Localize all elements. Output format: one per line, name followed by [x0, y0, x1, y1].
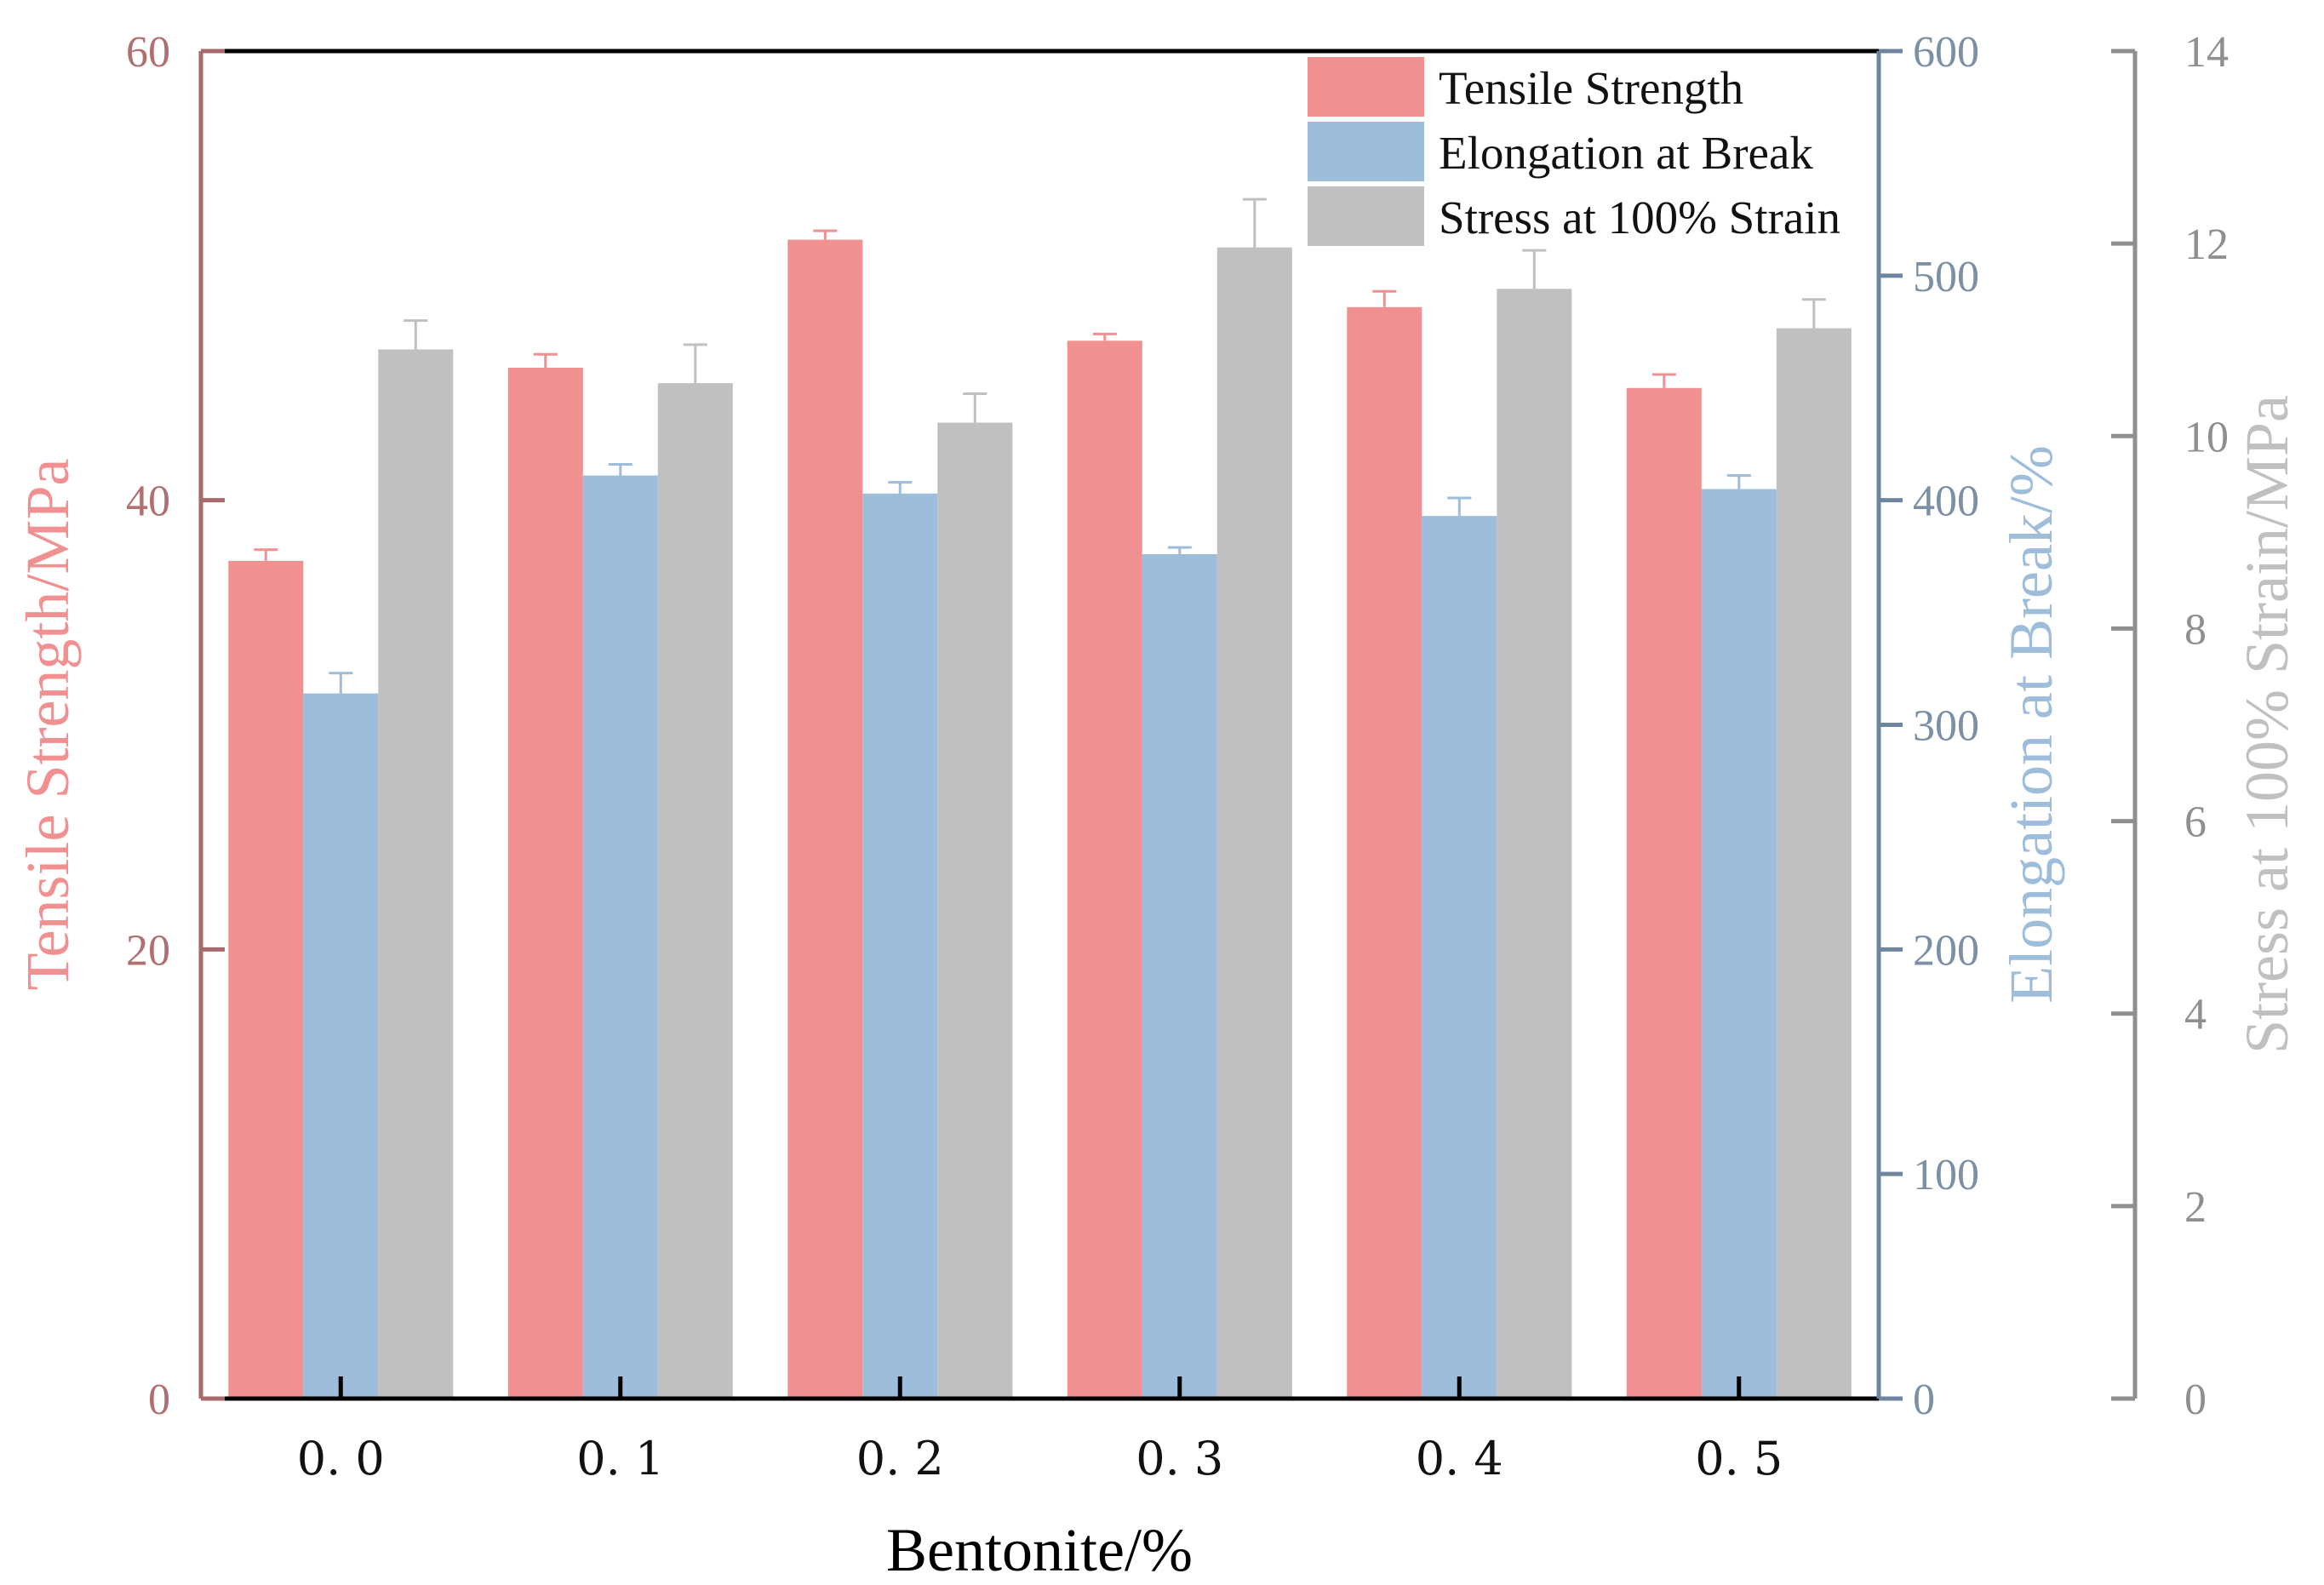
error-bar-stress-at-100-strain-2: [683, 343, 707, 384]
legend: Tensile Strength Elongation at Break Str…: [1308, 57, 1840, 246]
bar-elongation-at-break-3: [862, 493, 938, 1399]
right1-tick-label-6: 500: [1913, 253, 1979, 301]
error-bar-tensile-strength-2: [533, 352, 558, 368]
error-bar-elongation-at-break-5: [1447, 496, 1472, 517]
bar-stress-at-100-strain-3: [937, 422, 1013, 1399]
right1-tick-label-7: 600: [1913, 28, 1979, 77]
bar-stress-at-100-strain-5: [1497, 289, 1572, 1399]
bar-tensile-strength-2: [507, 368, 583, 1399]
right2-tick-label-7: 12: [2184, 220, 2229, 269]
error-bars-layer: [254, 197, 1826, 694]
right2-tick-label-6: 10: [2184, 413, 2229, 461]
error-bar-elongation-at-break-2: [608, 463, 633, 476]
x-tick-label-4: 0. 3: [1136, 1432, 1223, 1485]
legend-swatch-tensile-strength: [1308, 57, 1424, 117]
bar-stress-at-100-strain-4: [1216, 247, 1292, 1399]
right2-tick-label-8: 14: [2184, 28, 2229, 77]
legend-label-stress-at-100-strain: Stress at 100% Strain: [1439, 192, 1840, 243]
x-ticks-layer: 0. 0 0. 1 0. 2 0. 3 0. 4 0. 5: [297, 1376, 1783, 1485]
right1-tick-label-4: 300: [1913, 702, 1979, 751]
offset-right-axis-ticks: 0 2 4 6 8 10 12 14: [2111, 28, 2229, 1424]
x-tick-label-3: 0. 2: [856, 1432, 944, 1485]
x-tick-label-6: 0. 5: [1695, 1432, 1783, 1485]
legend-swatch-elongation-at-break: [1308, 122, 1424, 181]
bars-layer: [228, 239, 1852, 1399]
bar-tensile-strength-4: [1067, 340, 1142, 1399]
error-bar-tensile-strength-6: [1651, 373, 1676, 388]
right1-tick-label-5: 400: [1913, 478, 1979, 526]
right2-tick-label-4: 6: [2184, 798, 2207, 847]
left-tick-label-1: 0: [148, 1376, 170, 1424]
legend-label-elongation-at-break: Elongation at Break: [1439, 127, 1813, 179]
error-bar-stress-at-100-strain-3: [963, 392, 987, 423]
left-tick-label-2: 20: [126, 926, 170, 975]
error-bar-tensile-strength-1: [254, 548, 278, 561]
x-axis-title: Bentonite/%: [886, 1516, 1193, 1584]
bar-elongation-at-break-2: [582, 475, 658, 1399]
offset-right-axis-title: Stress at 100% Strain/MPa: [2233, 395, 2301, 1054]
error-bar-stress-at-100-strain-5: [1522, 249, 1547, 289]
bar-elongation-at-break-5: [1422, 516, 1497, 1399]
x-tick-label-1: 0. 0: [297, 1432, 385, 1485]
error-bar-tensile-strength-4: [1092, 332, 1117, 341]
left-tick-label-3: 40: [126, 478, 170, 526]
bar-tensile-strength-6: [1626, 387, 1702, 1399]
left-tick-label-4: 60: [126, 28, 170, 77]
error-bar-elongation-at-break-3: [888, 481, 913, 494]
bar-elongation-at-break-6: [1701, 489, 1777, 1399]
x-tick-label-5: 0. 4: [1416, 1432, 1503, 1485]
bar-elongation-at-break-4: [1142, 554, 1217, 1399]
left-axis-ticks: 0 20 40 60: [126, 28, 225, 1424]
error-bar-stress-at-100-strain-4: [1242, 197, 1267, 248]
x-tick-label-2: 0. 1: [576, 1432, 664, 1485]
legend-label-tensile-strength: Tensile Strength: [1439, 62, 1743, 114]
bar-stress-at-100-strain-1: [378, 349, 454, 1399]
left-axis-title: Tensile Strength/MPa: [14, 459, 82, 991]
error-bar-stress-at-100-strain-1: [404, 319, 428, 350]
right1-tick-label-2: 100: [1913, 1151, 1979, 1199]
error-bar-elongation-at-break-1: [329, 672, 353, 694]
right2-tick-label-2: 2: [2184, 1183, 2207, 1232]
error-bar-elongation-at-break-6: [1726, 474, 1751, 489]
right2-tick-label-5: 8: [2184, 605, 2207, 654]
error-bar-stress-at-100-strain-6: [1801, 298, 1826, 329]
legend-swatch-stress-at-100-strain: [1308, 186, 1424, 246]
bar-tensile-strength-5: [1347, 306, 1422, 1399]
bar-tensile-strength-3: [787, 239, 863, 1399]
right-axis-ticks: 0 100 200 300 400 500 600: [1879, 28, 1979, 1424]
error-bar-tensile-strength-5: [1372, 289, 1397, 307]
error-bar-elongation-at-break-4: [1167, 546, 1192, 554]
bar-elongation-at-break-1: [303, 693, 379, 1399]
bar-stress-at-100-strain-6: [1776, 328, 1852, 1399]
right-axis-title: Elongation at Break/%: [1997, 445, 2065, 1004]
error-bar-tensile-strength-3: [813, 229, 838, 240]
right2-tick-label-1: 0: [2184, 1376, 2207, 1424]
bar-stress-at-100-strain-2: [657, 383, 733, 1399]
right1-tick-label-1: 0: [1913, 1376, 1935, 1424]
right1-tick-label-3: 200: [1913, 926, 1979, 975]
bar-tensile-strength-1: [228, 560, 304, 1399]
right2-tick-label-3: 4: [2184, 991, 2207, 1039]
